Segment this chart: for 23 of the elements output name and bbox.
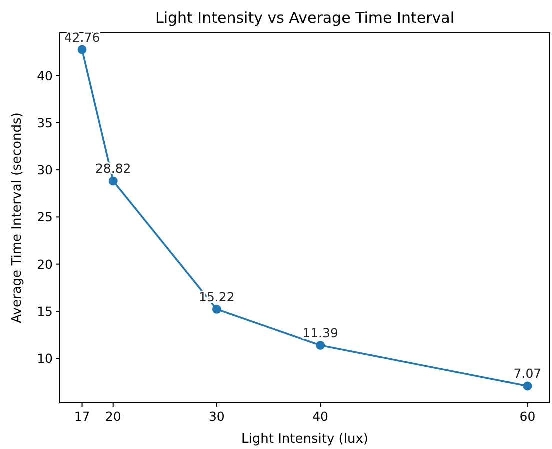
- x-axis-title: Light Intensity (lux): [242, 432, 368, 447]
- chart-title: Light Intensity vs Average Time Interval: [155, 9, 455, 27]
- y-tick-label: 30: [37, 162, 54, 178]
- x-tick-label: 17: [74, 409, 90, 424]
- y-tick-label: 40: [37, 68, 54, 84]
- data-label: 11.39: [302, 325, 338, 340]
- y-tick-label: 25: [37, 210, 53, 225]
- x-tick-label: 30: [208, 409, 225, 424]
- y-tick-label: 15: [37, 304, 53, 319]
- data-label: 42.76: [64, 30, 100, 45]
- data-label: 7.07: [514, 366, 542, 382]
- x-tick-label: 40: [312, 409, 329, 424]
- y-tick-label: 35: [37, 115, 53, 130]
- point: [108, 176, 118, 186]
- x-tick-label: 20: [105, 409, 122, 424]
- y-axis-title: Average Time Interval (seconds): [10, 112, 25, 324]
- point: [78, 45, 87, 54]
- point: [523, 382, 532, 391]
- point: [316, 340, 326, 350]
- point: [212, 304, 222, 314]
- y-tick-label: 10: [37, 351, 54, 366]
- y-tick-label: 20: [37, 256, 54, 272]
- x-tick-label: 60: [520, 409, 536, 424]
